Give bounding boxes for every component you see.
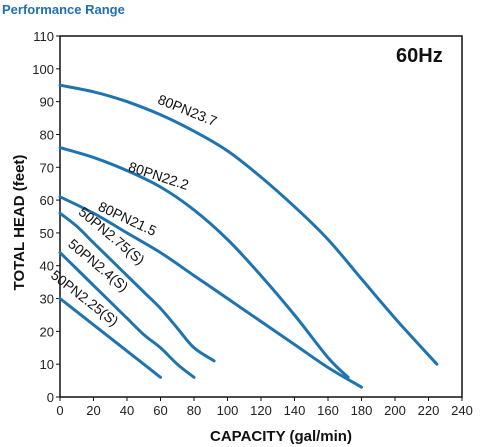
curve-50pn2-25-s-: [58, 297, 162, 379]
series-label: 80PN23.7: [156, 91, 220, 129]
y-tick-label: 30: [40, 292, 54, 307]
x-tick-label: 20: [86, 403, 100, 418]
y-tick-label: 10: [40, 357, 54, 372]
x-tick-label: 80: [187, 403, 201, 418]
frequency-annotation: 60Hz: [396, 45, 443, 67]
tick-labels: 0 20 40 60 80 100 120 140 160 180 200 220 240 0 10 20 30…: [32, 29, 473, 418]
x-tick-label: 60: [153, 403, 167, 418]
x-tick-label: 200: [384, 403, 406, 418]
x-tick-label: 180: [351, 403, 373, 418]
x-tick-label: 120: [250, 403, 272, 418]
x-tick-label: 0: [56, 403, 63, 418]
x-tick-label: 100: [217, 403, 239, 418]
y-tick-label: 60: [40, 193, 54, 208]
x-tick-label: 140: [284, 403, 306, 418]
y-tick-label: 70: [40, 160, 54, 175]
x-tick-label: 240: [451, 403, 473, 418]
curve-80pn23-7: [58, 83, 439, 366]
curve-50pn2-4-s-: [58, 251, 196, 379]
y-tick-label: 0: [47, 390, 54, 405]
x-axis-title: CAPACITY (gal/min): [210, 428, 352, 445]
y-tick-label: 20: [40, 324, 54, 339]
y-tick-label: 90: [40, 95, 54, 110]
y-tick-label: 50: [40, 226, 54, 241]
y-tick-label: 40: [40, 259, 54, 274]
curve-80pn22-2: [58, 146, 350, 379]
axes: [56, 35, 463, 401]
x-tick-label: 220: [418, 403, 440, 418]
y-tick-label: 80: [40, 127, 54, 142]
y-axis-title: TOTAL HEAD (feet): [11, 155, 28, 291]
x-tick-label: 40: [120, 403, 134, 418]
curve-80pn21-5: [58, 195, 363, 389]
series-label: 80PN22.2: [127, 158, 191, 193]
y-tick-label: 110: [33, 29, 54, 44]
y-tick-label: 100: [32, 62, 54, 77]
curves: [58, 83, 439, 389]
x-tick-label: 160: [317, 403, 339, 418]
curve-50pn2-75-s-: [58, 211, 216, 363]
chart-heading: Performance Range: [2, 2, 125, 17]
